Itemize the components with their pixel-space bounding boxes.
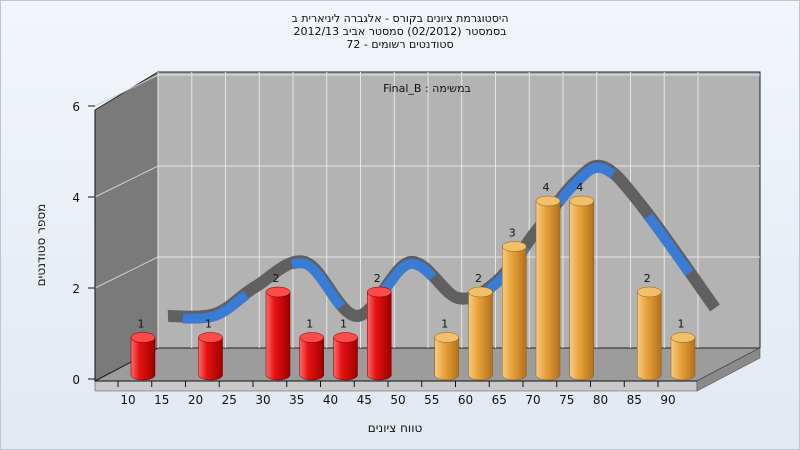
x-tick-label: 10 — [120, 393, 135, 407]
chart-subtitle: במשימה : Final_B — [383, 82, 471, 95]
bar-data-label: 1 — [138, 318, 145, 331]
bar — [130, 332, 156, 381]
bar-body — [367, 291, 392, 381]
bar — [535, 195, 561, 381]
bar-data-label: 3 — [509, 227, 516, 240]
bar-body — [333, 337, 358, 381]
bar-body — [265, 291, 291, 381]
bar-top — [468, 286, 493, 298]
x-tick-label: 85 — [627, 393, 642, 407]
y-tick-label: 2 — [72, 282, 80, 296]
y-tick-label: 6 — [72, 100, 80, 114]
bar — [367, 286, 392, 381]
bar-data-label: 1 — [205, 318, 212, 331]
x-tick-label: 55 — [424, 393, 439, 407]
bar-top — [637, 286, 662, 298]
x-tick-label: 75 — [559, 393, 574, 407]
bar-data-label: 1 — [441, 318, 448, 331]
gridline-side — [94, 256, 159, 289]
bar-top — [535, 195, 561, 207]
gridlines — [94, 72, 760, 348]
bar-top — [502, 241, 527, 252]
bar — [468, 286, 493, 381]
bar-top — [569, 195, 594, 207]
bar-body — [502, 246, 527, 381]
bar-body — [198, 337, 223, 381]
y-tick-label: 4 — [72, 191, 80, 205]
bar — [637, 286, 662, 381]
bar-top — [670, 332, 696, 343]
x-tick-label: 45 — [357, 393, 372, 407]
x-axis: 10 15 20 25 30 35 40 45 50 55 60 65 70 75 80 85 90 — [95, 380, 697, 407]
bar-body — [299, 337, 324, 381]
x-tick-label: 90 — [660, 393, 675, 407]
bar-data-label: 4 — [543, 181, 550, 194]
bar-body — [670, 337, 696, 381]
x-tick-label: 70 — [525, 393, 540, 407]
bar — [670, 332, 696, 381]
bar-data-label: 1 — [306, 318, 313, 331]
gridline-side — [94, 74, 159, 107]
bar-data-label: 1 — [340, 318, 347, 331]
y-tick-label: 0 — [72, 373, 80, 387]
x-tick-label: 15 — [154, 393, 169, 407]
bar-top — [265, 286, 291, 298]
bar-body — [569, 200, 594, 381]
bar-data-label: 2 — [374, 272, 381, 285]
chart-title-line-2: בסמסטר (02/2012) סמסטר אביב 2012/13 — [293, 25, 507, 38]
bars — [130, 195, 696, 381]
x-tick-label: 40 — [323, 393, 338, 407]
gridline-side — [94, 165, 159, 198]
chart-title-line-1: היסטוגרמת ציונים בקורס - אלגברה ליניארית… — [291, 12, 509, 25]
bar — [569, 195, 594, 381]
x-tick-label: 80 — [593, 393, 608, 407]
floor-right-edge — [696, 347, 761, 392]
bar — [434, 332, 459, 381]
trend-curve-ribbon — [167, 162, 720, 324]
bar-top — [130, 332, 156, 343]
bar — [502, 241, 527, 381]
data-labels: 1 1 2 1 1 2 1 2 3 4 4 2 1 — [138, 181, 685, 331]
bar-body — [535, 200, 561, 381]
bar-data-label: 2 — [644, 272, 651, 285]
y-axis-title: מספר סטודנטים — [34, 204, 48, 287]
bar-top — [198, 332, 223, 343]
x-tick-label: 35 — [289, 393, 304, 407]
bar-top — [333, 332, 358, 343]
bar-top — [367, 286, 392, 298]
x-tick-label: 25 — [222, 393, 237, 407]
y-axis: 0 2 4 6 — [72, 100, 96, 387]
trend-curve — [167, 159, 720, 324]
bar — [265, 286, 291, 381]
bar-data-label: 2 — [475, 272, 482, 285]
bar — [299, 332, 324, 381]
bar — [333, 332, 358, 381]
bar-top — [434, 332, 459, 343]
bar — [198, 332, 223, 381]
bar-body — [130, 337, 156, 381]
bar-body — [637, 291, 662, 381]
bar-data-label: 1 — [678, 318, 685, 331]
x-tick-label: 50 — [390, 393, 405, 407]
bar-body — [434, 337, 459, 381]
x-tick-label: 65 — [492, 393, 507, 407]
x-axis-title: טווח ציונים — [368, 421, 423, 435]
x-tick-label: 60 — [458, 393, 473, 407]
bar-top — [299, 332, 324, 343]
bar-body — [468, 291, 493, 381]
bar-data-label: 2 — [273, 272, 280, 285]
x-tick-label: 30 — [255, 393, 270, 407]
bar-data-label: 4 — [576, 181, 583, 194]
x-tick-label: 20 — [188, 393, 203, 407]
chart-title-line-3: סטודנטים רשומים - 72 — [346, 38, 454, 51]
back-wall — [157, 71, 761, 349]
